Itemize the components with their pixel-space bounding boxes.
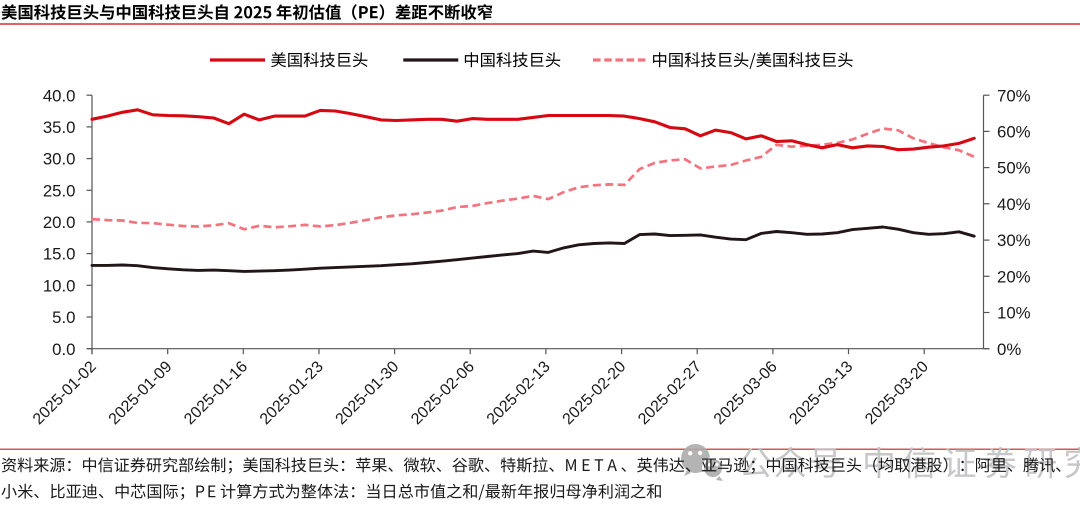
svg-text:25.0: 25.0 [43,181,76,200]
svg-text:20.0: 20.0 [43,213,76,232]
svg-text:2025-03-13: 2025-03-13 [786,358,856,428]
svg-text:60%: 60% [997,123,1031,142]
svg-text:2025-03-20: 2025-03-20 [862,358,932,428]
svg-text:10.0: 10.0 [43,276,76,295]
svg-text:40.0: 40.0 [43,86,76,105]
svg-text:70%: 70% [997,86,1031,105]
svg-text:10%: 10% [997,304,1031,323]
svg-text:2025-01-02: 2025-01-02 [30,358,100,428]
svg-text:40%: 40% [997,195,1031,214]
svg-text:50%: 50% [997,159,1031,178]
svg-text:2025-01-16: 2025-01-16 [181,358,251,428]
svg-text:2025-01-23: 2025-01-23 [257,358,327,428]
svg-text:30.0: 30.0 [43,150,76,169]
svg-text:5.0: 5.0 [52,308,75,327]
svg-text:2025-02-06: 2025-02-06 [408,358,478,428]
svg-text:0%: 0% [997,340,1021,359]
svg-text:2025-03-06: 2025-03-06 [711,358,781,428]
svg-text:0.0: 0.0 [52,340,75,359]
svg-text:2025-02-27: 2025-02-27 [635,358,705,428]
svg-text:2025-01-30: 2025-01-30 [333,358,403,428]
svg-text:2025-01-09: 2025-01-09 [106,358,176,428]
svg-text:35.0: 35.0 [43,118,76,137]
svg-text:2025-02-13: 2025-02-13 [484,358,554,428]
svg-text:30%: 30% [997,231,1031,250]
svg-text:20%: 20% [997,267,1031,286]
svg-text:2025-02-20: 2025-02-20 [560,358,630,428]
svg-text:15.0: 15.0 [43,245,76,264]
